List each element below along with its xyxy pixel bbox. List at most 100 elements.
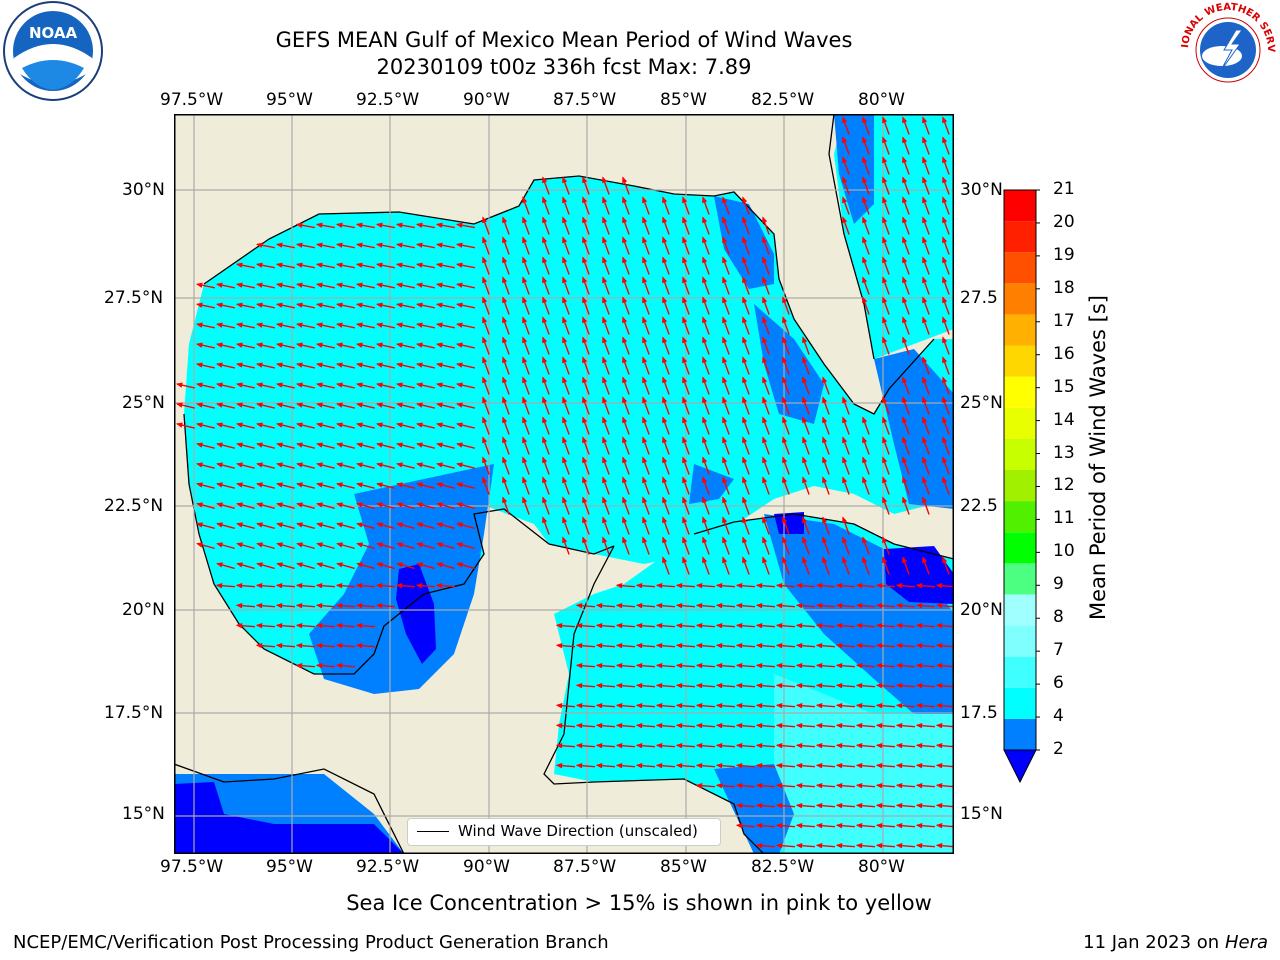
- wind-arrow-head: [622, 216, 628, 224]
- wind-arrow-head: [662, 316, 668, 324]
- wind-arrow-head: [882, 436, 888, 444]
- wind-arrow-head: [922, 396, 928, 404]
- wind-arrow-head: [635, 702, 643, 709]
- wind-arrow-head: [842, 436, 848, 444]
- wind-arrow-head: [395, 322, 403, 328]
- wind-arrow-head: [855, 822, 863, 829]
- wind-arrow-head: [842, 416, 848, 424]
- wind-arrow-head: [595, 742, 603, 749]
- wind-arrow-head: [315, 222, 323, 228]
- wind-arrow-head: [855, 842, 863, 849]
- wind-arrow-head: [376, 502, 383, 508]
- lon-label-bottom: 80°W: [858, 857, 905, 877]
- wind-arrow-head: [942, 296, 948, 304]
- wind-arrow-head: [436, 522, 443, 528]
- wind-arrow-head: [742, 476, 748, 484]
- wind-arrow-head: [755, 802, 763, 809]
- wind-arrow-head: [502, 216, 508, 224]
- wind-arrow-head: [395, 222, 403, 228]
- wind-arrow-head: [336, 522, 343, 528]
- wind-arrow-head: [356, 542, 363, 548]
- wind-arrow-head: [376, 542, 383, 548]
- wind-arrow-head: [602, 536, 608, 544]
- wind-arrow-head: [195, 382, 203, 388]
- wind-arrow-head: [435, 342, 443, 348]
- wind-arrow-head: [762, 256, 768, 264]
- wind-arrow-head: [942, 116, 948, 124]
- wind-arrow-head: [582, 296, 588, 304]
- wind-arrow-head: [542, 196, 548, 204]
- wind-arrow-head: [922, 496, 928, 504]
- wind-arrow-head: [882, 496, 888, 504]
- wind-arrow-head: [542, 456, 548, 464]
- wind-arrow-head: [276, 502, 283, 508]
- wind-arrow-head: [695, 602, 703, 609]
- wind-arrow-head: [582, 336, 588, 344]
- wind-arrow-head: [215, 322, 223, 328]
- wind-arrow-head: [522, 336, 528, 344]
- wind-arrow-head: [435, 322, 443, 328]
- wind-arrow-head: [562, 536, 568, 544]
- wind-arrow-head: [502, 456, 508, 464]
- lat-label-left: 15°N: [122, 804, 165, 824]
- wind-arrow-head: [542, 356, 548, 364]
- wind-arrow-head: [455, 382, 463, 388]
- wind-arrow-head: [702, 196, 708, 204]
- wind-arrow-head: [722, 356, 728, 364]
- wind-arrow-head: [415, 582, 423, 589]
- wind-arrow-head: [415, 302, 423, 308]
- wind-arrow-head: [835, 642, 843, 649]
- wind-arrow-head: [722, 336, 728, 344]
- wind-arrow-head: [902, 336, 908, 344]
- wind-arrow-head: [835, 622, 843, 629]
- wind-arrow-head: [356, 462, 363, 468]
- wind-arrow-head: [542, 176, 548, 184]
- wind-arrow-head: [355, 242, 363, 248]
- wind-arrow-head: [735, 722, 743, 729]
- wind-arrow-head: [742, 216, 748, 224]
- wind-arrow-head: [416, 442, 423, 448]
- wind-arrow-head: [522, 436, 528, 444]
- wind-arrow-head: [595, 662, 603, 669]
- wind-arrow-head: [675, 622, 683, 629]
- wind-arrow-head: [782, 376, 788, 384]
- wind-arrow-head: [415, 342, 423, 348]
- wind-arrow-head: [795, 782, 803, 789]
- wind-arrow-head: [275, 242, 283, 248]
- wind-arrow-head: [682, 316, 688, 324]
- wind-arrow-head: [882, 276, 888, 284]
- wind-arrow-head: [942, 476, 948, 484]
- wind-arrow-head: [675, 682, 683, 689]
- caribbean-light-water: [774, 674, 954, 854]
- wind-arrow-head: [335, 342, 343, 348]
- wind-arrow-head: [795, 822, 803, 829]
- wind-arrow-head: [315, 262, 323, 268]
- wind-arrow-head: [255, 242, 263, 248]
- wind-arrow-head: [436, 542, 443, 548]
- wind-arrow-head: [395, 282, 403, 288]
- wind-arrow-head: [815, 662, 823, 669]
- wind-arrow-head: [835, 802, 843, 809]
- wind-arrow-head: [622, 256, 628, 264]
- wind-arrow-head: [915, 602, 923, 609]
- colorbar: [1000, 186, 1041, 786]
- colorbar-tick-label: 21: [1053, 179, 1075, 199]
- wind-arrow-head: [862, 176, 868, 184]
- wind-arrow-head: [622, 436, 628, 444]
- footer-right: 11 Jan 2023 on Hera: [1083, 932, 1268, 953]
- wind-arrow-head: [675, 662, 683, 669]
- wind-arrow-head: [715, 602, 723, 609]
- wind-arrow-head: [196, 482, 203, 488]
- wind-arrow-head: [395, 262, 403, 268]
- wind-arrow-head: [415, 362, 423, 368]
- wind-arrow-head: [195, 422, 203, 428]
- wind-arrow-head: [482, 336, 488, 344]
- wind-arrow-head: [695, 742, 703, 749]
- wind-arrow-head: [216, 502, 223, 508]
- wind-arrow-head: [655, 702, 663, 709]
- colorbar-segment: [1004, 532, 1036, 564]
- wind-arrow-head: [762, 296, 768, 304]
- wind-arrow-head: [662, 296, 668, 304]
- wind-arrow-head: [802, 476, 808, 484]
- wind-arrow-head: [902, 416, 908, 424]
